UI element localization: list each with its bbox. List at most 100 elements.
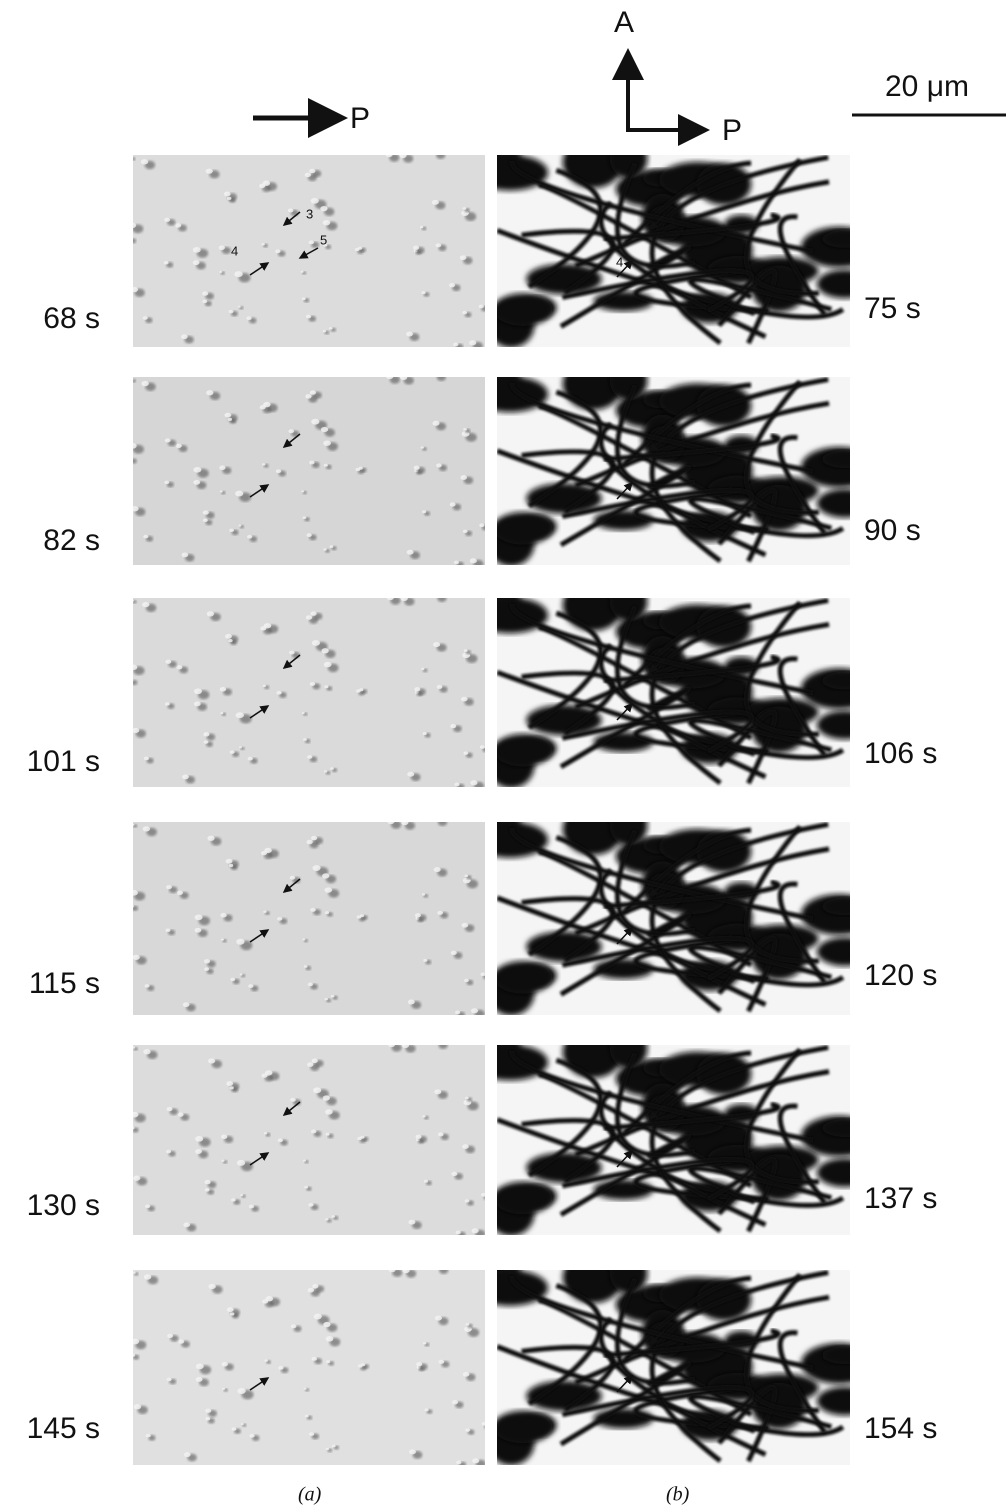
defect-highlight — [164, 480, 170, 485]
defect-highlight — [133, 378, 134, 381]
defect-highlight — [133, 1126, 135, 1130]
defect-highlight — [249, 1433, 255, 1438]
defect-highlight — [238, 524, 242, 527]
defect-highlight — [308, 1432, 315, 1436]
defect-highlight — [218, 245, 225, 251]
defect-highlight — [461, 922, 469, 928]
defect-highlight — [193, 688, 202, 695]
domain-wall — [574, 846, 830, 936]
defect-highlight — [359, 914, 365, 918]
defect-highlight — [323, 661, 332, 668]
marker-arrow — [249, 262, 270, 276]
defect-highlight — [225, 858, 233, 864]
defect-highlight — [166, 1377, 172, 1382]
defect-highlight — [330, 767, 334, 770]
defect-highlight — [310, 1129, 317, 1134]
defect-spot — [437, 598, 447, 602]
defect-highlight — [436, 463, 442, 468]
domain-wall — [614, 162, 696, 269]
defect-highlight — [320, 206, 328, 212]
defect-highlight — [460, 696, 468, 702]
marker-arrow — [249, 1152, 270, 1166]
dark-domain — [609, 377, 648, 401]
micrograph-b — [497, 822, 850, 1015]
defect-highlight — [145, 1204, 151, 1209]
domain-wall — [622, 1275, 752, 1363]
defect-highlight — [460, 475, 468, 480]
defect-highlight — [193, 466, 202, 473]
defect-highlight — [422, 732, 427, 735]
dark-domain — [526, 483, 602, 514]
defect-highlight — [204, 967, 210, 971]
marker-arrow — [282, 211, 301, 226]
defect-highlight — [247, 756, 253, 761]
defect-highlight — [219, 465, 226, 471]
defect-highlight — [204, 1188, 210, 1192]
domain-wall — [717, 709, 778, 785]
image-background — [133, 822, 485, 1015]
defect-highlight — [128, 457, 133, 460]
defect-highlight — [223, 191, 231, 197]
defect-highlight — [321, 648, 329, 654]
defect-highlight — [288, 429, 294, 434]
defect-highlight — [469, 558, 477, 564]
defect-highlight — [276, 690, 282, 695]
defect-highlight — [166, 1149, 172, 1154]
defect-highlight — [301, 297, 306, 301]
domain-wall — [622, 603, 752, 688]
defect-highlight — [310, 611, 317, 616]
domain-wall — [614, 384, 696, 489]
defect-highlight — [307, 755, 313, 759]
defect-highlight — [194, 914, 203, 921]
time-label-a: 82 s — [43, 524, 100, 557]
domain-wall — [574, 621, 830, 710]
domain-wall — [509, 1050, 814, 1143]
defect-highlight — [433, 867, 441, 873]
defect-highlight — [387, 1045, 396, 1048]
defect-highlight — [470, 1008, 479, 1014]
defect-highlight — [303, 738, 307, 741]
defect-highlight — [308, 1202, 314, 1207]
defect-highlight — [239, 973, 243, 976]
micrograph-b — [497, 1045, 850, 1235]
defect-highlight — [325, 1109, 333, 1115]
domain-wall — [559, 464, 692, 548]
domain-wall — [687, 1394, 833, 1434]
defect-highlight — [228, 309, 234, 314]
defect-highlight — [204, 1179, 211, 1185]
defect-highlight — [413, 245, 420, 250]
image-row: 145 s 154 s — [27, 1270, 937, 1465]
defect-highlight — [165, 928, 171, 933]
defect-highlight — [304, 1414, 309, 1418]
marker-arrow — [298, 247, 319, 259]
defect-highlight — [206, 611, 215, 617]
defect-highlight — [143, 756, 150, 761]
time-label-a: 68 s — [43, 302, 100, 335]
time-label-a: 115 s — [29, 967, 100, 1000]
defect-highlight — [452, 1400, 459, 1405]
defect-highlight — [219, 687, 227, 692]
image-row: 101 s 106 s — [27, 598, 937, 787]
defect-highlight — [330, 994, 335, 998]
defect-highlight — [320, 426, 329, 433]
defect-highlight — [133, 443, 137, 449]
defect-highlight — [478, 304, 484, 309]
defect-highlight — [206, 390, 214, 396]
defect-highlight — [422, 510, 427, 514]
defect-highlight — [421, 667, 425, 671]
marker-arrow — [249, 929, 270, 943]
defect-highlight — [433, 372, 440, 377]
defect-highlight — [323, 463, 328, 467]
domain-wall — [603, 1328, 781, 1358]
defect-highlight — [388, 1270, 396, 1273]
defect-highlight — [400, 598, 408, 602]
defect-highlight — [464, 1199, 470, 1203]
scale-bar-label: 20 μm — [885, 70, 969, 103]
marker-arrow — [282, 1101, 301, 1116]
defect-highlight — [228, 863, 234, 868]
domain-wall — [622, 382, 752, 467]
defect-highlight — [133, 1046, 136, 1049]
marker-arrow — [648, 657, 666, 674]
defect-highlight — [247, 534, 253, 539]
domain-wall — [559, 1133, 692, 1217]
